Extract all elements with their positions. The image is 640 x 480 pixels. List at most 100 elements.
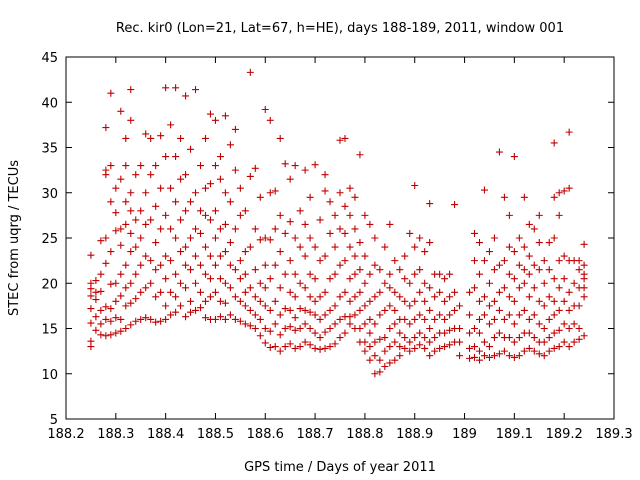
data-point xyxy=(386,302,394,310)
data-point xyxy=(206,293,214,301)
data-point xyxy=(550,234,558,242)
data-point xyxy=(246,68,254,76)
data-point xyxy=(471,353,479,361)
data-point xyxy=(107,248,115,256)
data-point xyxy=(301,166,309,174)
data-point xyxy=(431,293,439,301)
data-point xyxy=(515,234,523,242)
data-point xyxy=(187,145,195,153)
data-point xyxy=(366,356,374,364)
data-point xyxy=(346,243,354,251)
data-point xyxy=(112,279,120,287)
data-point xyxy=(142,252,150,260)
data-point xyxy=(331,243,339,251)
data-point xyxy=(117,225,125,233)
data-point xyxy=(555,189,563,197)
data-point xyxy=(326,306,334,314)
data-point xyxy=(381,363,389,371)
data-point xyxy=(341,134,349,142)
data-point xyxy=(326,275,334,283)
data-point xyxy=(177,302,185,310)
data-point xyxy=(102,166,110,174)
data-point xyxy=(396,266,404,274)
data-point xyxy=(366,220,374,228)
data-point xyxy=(177,134,185,142)
data-point xyxy=(451,306,459,314)
data-point xyxy=(565,184,573,192)
data-point xyxy=(127,116,135,124)
data-point xyxy=(197,288,205,296)
data-point xyxy=(555,257,563,265)
data-point xyxy=(236,184,244,192)
data-point xyxy=(515,311,523,319)
data-point xyxy=(376,311,384,319)
data-point xyxy=(391,338,399,346)
data-point xyxy=(182,92,190,100)
data-point xyxy=(246,284,254,292)
data-point xyxy=(291,314,299,322)
data-point xyxy=(182,243,190,251)
data-point xyxy=(431,334,439,342)
data-point xyxy=(411,344,419,352)
data-point xyxy=(201,243,209,251)
data-point xyxy=(386,343,394,351)
data-point xyxy=(162,302,170,310)
data-point xyxy=(157,317,165,325)
data-point xyxy=(361,347,369,355)
data-point xyxy=(485,279,493,287)
data-point xyxy=(331,211,339,219)
data-point xyxy=(92,313,100,321)
data-point xyxy=(401,252,409,260)
data-point xyxy=(356,266,364,274)
data-point xyxy=(246,172,254,180)
data-point xyxy=(555,326,563,334)
data-point xyxy=(182,313,190,321)
data-point xyxy=(226,239,234,247)
data-point xyxy=(480,311,488,319)
data-point xyxy=(301,284,309,292)
data-point xyxy=(112,297,120,305)
data-point xyxy=(466,354,474,362)
data-point xyxy=(480,293,488,301)
data-point xyxy=(326,343,334,351)
data-point xyxy=(251,164,259,172)
data-point xyxy=(401,297,409,305)
x-tick-label: 189.1 xyxy=(496,427,533,442)
data-point xyxy=(271,343,279,351)
data-point xyxy=(510,338,518,346)
data-point xyxy=(187,198,195,206)
data-point xyxy=(102,124,110,132)
data-point xyxy=(216,225,224,233)
data-point xyxy=(152,162,160,170)
data-point xyxy=(466,288,474,296)
plot-area-frame xyxy=(65,56,615,420)
data-point xyxy=(231,166,239,174)
data-point xyxy=(206,180,214,188)
data-point xyxy=(211,162,219,170)
data-point xyxy=(520,243,528,251)
data-point xyxy=(261,105,269,113)
data-point xyxy=(490,234,498,242)
data-point xyxy=(132,243,140,251)
data-point xyxy=(87,251,95,259)
data-point xyxy=(231,125,239,133)
data-point xyxy=(291,326,299,334)
data-point xyxy=(376,368,384,376)
data-point xyxy=(246,322,254,330)
data-point xyxy=(291,162,299,170)
data-point xyxy=(266,189,274,197)
data-point xyxy=(580,332,588,340)
data-point xyxy=(341,329,349,337)
data-point xyxy=(122,325,130,332)
data-point xyxy=(446,311,454,319)
data-point xyxy=(411,243,419,251)
data-point xyxy=(525,270,533,278)
data-point xyxy=(426,325,434,332)
data-point xyxy=(117,241,125,249)
data-point xyxy=(107,162,115,170)
data-point xyxy=(266,236,274,244)
data-point xyxy=(396,343,404,351)
y-tick-label: 40 xyxy=(41,96,58,111)
data-point xyxy=(241,207,249,215)
data-point xyxy=(386,220,394,228)
